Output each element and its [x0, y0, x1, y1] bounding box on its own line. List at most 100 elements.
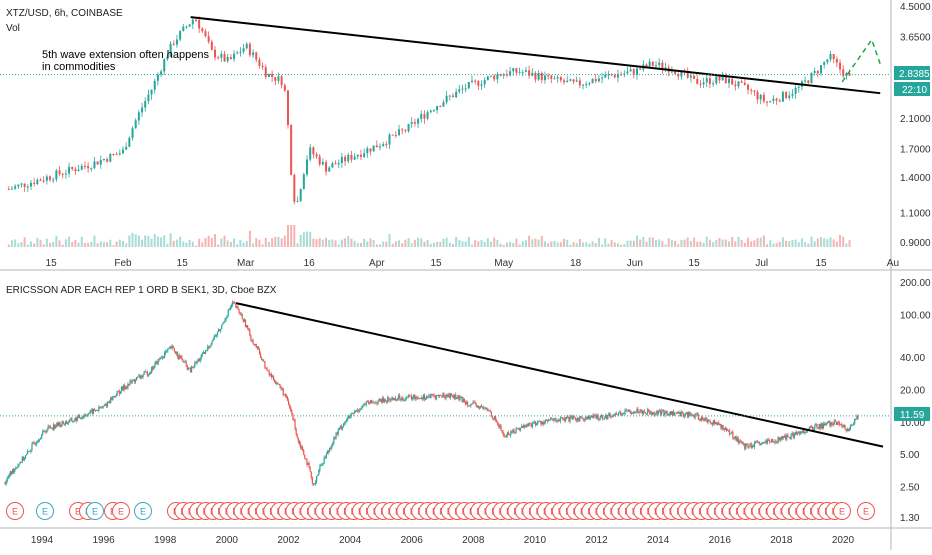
bottom-candle-body: [262, 359, 264, 362]
earnings-markers[interactable]: EEEEEEEEEEEEEEEEEEEEEEEEEEEEEEEEEEEEEEEE…: [6, 502, 875, 520]
top-volume-bar: [23, 237, 26, 247]
top-candle-body: [423, 114, 426, 119]
bottom-candle-body: [635, 412, 637, 413]
top-candle-body: [334, 163, 337, 165]
bottom-candle-body: [828, 421, 830, 423]
top-chart-title: XTZ/USD, 6h, COINBASE: [6, 8, 123, 19]
bottom-candle-body: [242, 319, 244, 322]
bottom-candle-body: [505, 435, 508, 437]
top-volume-bar: [591, 241, 594, 247]
top-trendline: [190, 16, 881, 95]
bottom-candle-body: [354, 411, 357, 413]
bottom-candle-body: [668, 414, 670, 415]
top-volume-bar: [188, 239, 191, 247]
bottom-candle-body: [634, 411, 636, 413]
bottom-time-tick: 2018: [770, 535, 793, 546]
top-candle-body: [534, 72, 537, 80]
bottom-candle-body: [409, 395, 412, 397]
bottom-candle-body: [560, 417, 563, 419]
top-volume-bar: [277, 236, 280, 247]
top-candle-body: [331, 163, 334, 168]
top-volume-bar: [759, 237, 762, 247]
top-volume-bar: [363, 238, 366, 247]
bottom-candle-body: [436, 395, 439, 397]
bottom-candle-body: [160, 357, 162, 359]
earnings-marker-label: E: [12, 507, 18, 517]
bottom-candle-body: [27, 451, 29, 454]
bottom-candle-body: [381, 398, 384, 403]
top-volume-bar: [182, 241, 185, 247]
top-volume-bar: [531, 239, 534, 247]
bottom-candle-body: [746, 443, 748, 445]
top-volume-bar: [369, 238, 372, 247]
bottom-candle-body: [5, 481, 7, 485]
top-candle-body: [150, 89, 153, 95]
top-candle-body: [52, 179, 55, 181]
top-candle-body: [718, 76, 721, 81]
top-candle-body: [99, 159, 102, 165]
top-candle-body: [623, 73, 626, 75]
top-candle-body: [277, 76, 280, 81]
bottom-candle-body: [743, 443, 745, 444]
top-candle-body: [420, 114, 423, 120]
bottom-candle-body: [765, 441, 767, 444]
bottom-candle-body: [855, 418, 857, 420]
top-candle-body: [677, 73, 680, 77]
bottom-candle-body: [396, 398, 399, 400]
bottom-candle-body: [222, 323, 224, 325]
bottom-candle-body: [565, 417, 567, 421]
bottom-candle-body: [156, 361, 158, 365]
bottom-candle-body: [633, 411, 635, 414]
bottom-candle-body: [784, 435, 786, 438]
bottom-candle-body: [61, 421, 63, 426]
bottom-candle-body: [42, 430, 44, 435]
bottom-candle-body: [244, 319, 247, 328]
top-volume-bar: [398, 240, 401, 247]
bottom-candle-body: [46, 429, 48, 433]
bottom-pane[interactable]: EEEEEEEEEEEEEEEEEEEEEEEEEEEEEEEEEEEEEEEE…: [0, 278, 931, 546]
bottom-candle-body: [660, 411, 662, 415]
bottom-candle-body: [374, 402, 376, 404]
bottom-candle-body: [490, 411, 492, 417]
bottom-candle-body: [87, 414, 89, 417]
bottom-candle-body: [283, 394, 285, 396]
top-volume-bar: [461, 241, 464, 247]
bottom-candle-body: [306, 458, 308, 465]
top-volume-bar: [125, 243, 128, 247]
bottom-candle-body: [154, 363, 156, 367]
bottom-candle-body: [497, 421, 499, 425]
bottom-candle-body: [585, 416, 587, 419]
bottom-candle-body: [331, 445, 333, 449]
top-candle-body: [547, 75, 550, 77]
top-candle-body: [502, 74, 505, 76]
top-candle-body: [743, 82, 746, 85]
bottom-candle-body: [579, 416, 581, 422]
bottom-candle-body: [147, 374, 150, 376]
bottom-candle-body: [424, 398, 427, 400]
bottom-candle-body: [114, 396, 116, 397]
bottom-candle-body: [362, 405, 364, 406]
top-candle-body: [724, 75, 727, 84]
bottom-candle-body: [666, 411, 668, 415]
top-candle-body: [141, 107, 144, 113]
bottom-price-tick: 100.00: [900, 310, 931, 321]
top-candle-body: [185, 26, 188, 28]
bottom-candle-body: [720, 423, 722, 429]
bottom-candle-body: [32, 442, 34, 445]
top-candle-body: [137, 112, 140, 121]
bottom-candle-body: [258, 349, 261, 354]
bottom-candle-body: [639, 409, 641, 413]
bottom-candle-body: [761, 443, 763, 445]
top-candle-body: [369, 148, 372, 152]
bottom-candle-body: [776, 441, 778, 443]
top-candle-body: [118, 153, 121, 155]
bottom-candle-body: [7, 476, 9, 479]
top-volume-bar: [645, 241, 648, 247]
top-volume-bar: [55, 235, 58, 247]
bottom-candle-body: [399, 395, 401, 399]
bottom-candle-body: [56, 422, 58, 427]
top-pane[interactable]: 4.5000 3.6500 2.1000 1.7000 1.4000 1.1000 0.90…: [0, 2, 931, 269]
top-volume-bar: [242, 242, 245, 247]
bottom-candle-body: [725, 427, 727, 431]
